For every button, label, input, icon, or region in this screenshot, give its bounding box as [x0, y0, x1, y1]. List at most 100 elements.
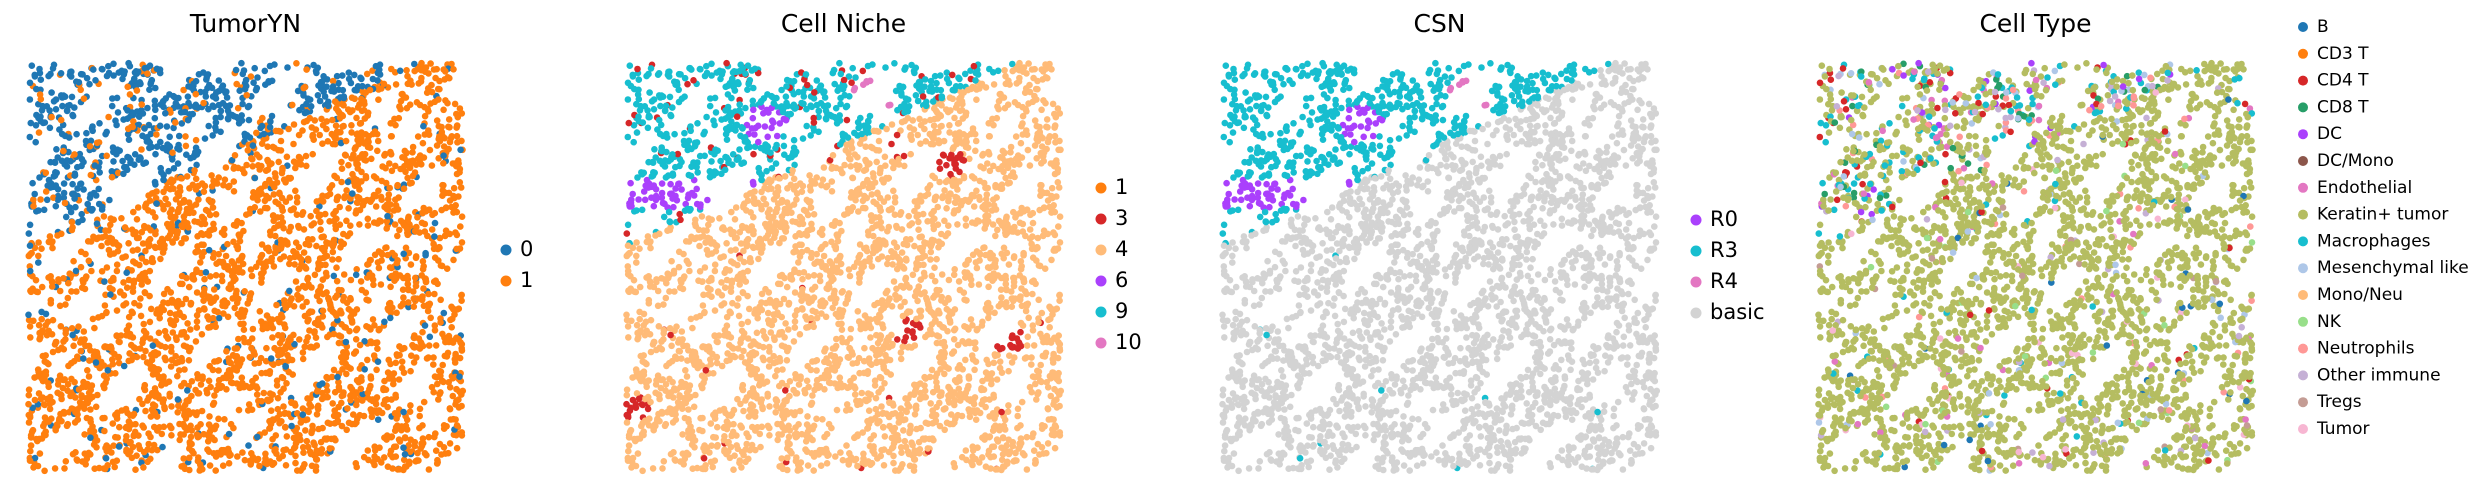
cell-dot — [232, 66, 240, 74]
cell-dot — [322, 393, 329, 401]
cell-dot — [170, 215, 178, 222]
cell-dot — [319, 324, 326, 331]
cell-dot — [257, 208, 264, 215]
cell-dot — [345, 205, 352, 212]
cell-dot — [86, 194, 94, 202]
cell-dot — [418, 219, 426, 227]
cell-dot — [354, 199, 361, 206]
cell-dot — [212, 294, 220, 301]
cell-dot — [40, 422, 47, 430]
cell-dot — [92, 77, 99, 84]
cell-dot — [68, 93, 76, 101]
cell-dot — [98, 268, 106, 275]
cell-dot — [371, 447, 379, 454]
cell-dot — [62, 326, 70, 334]
cell-dot — [174, 208, 182, 216]
cell-dot — [364, 356, 371, 364]
cell-dot — [35, 239, 42, 246]
cell-dot — [49, 316, 57, 324]
cell-dot — [295, 243, 303, 251]
cell-dot — [71, 172, 78, 179]
cell-dot — [189, 273, 197, 280]
cell-dot — [428, 162, 436, 169]
cell-dot — [200, 241, 207, 249]
cell-dot — [744, 318, 752, 326]
cell-dot — [142, 247, 149, 255]
cell-dot — [372, 203, 380, 210]
cell-dot — [156, 122, 164, 130]
cell-dot — [32, 276, 40, 284]
cell-dot — [201, 135, 209, 142]
cell-dot — [450, 184, 458, 192]
cell-dot — [682, 367, 689, 374]
cell-dot — [333, 264, 340, 272]
cell-dot — [244, 300, 251, 307]
cell-dot — [425, 290, 432, 298]
cell-dot — [33, 85, 40, 93]
cell-dot — [174, 396, 182, 403]
cell-dot — [445, 116, 453, 123]
cell-dot — [120, 170, 127, 178]
cell-dot — [184, 387, 191, 394]
cell-dot — [133, 452, 140, 460]
cell-dot — [317, 226, 324, 233]
cell-dot — [174, 145, 181, 152]
cell-dot — [861, 344, 868, 352]
cell-dot — [318, 233, 326, 241]
cell-dot — [660, 213, 668, 221]
cell-dot — [418, 66, 425, 74]
cell-dot — [26, 323, 34, 330]
cell-dot — [177, 174, 185, 182]
cell-dot — [168, 348, 175, 355]
cell-dot — [289, 371, 297, 378]
cell-dot — [411, 332, 418, 339]
cell-dot — [325, 240, 333, 247]
cell-dot — [954, 221, 961, 228]
cell-dot — [359, 397, 366, 404]
cell-dot — [453, 231, 461, 239]
cell-dot — [286, 260, 293, 268]
cell-dot — [431, 209, 439, 217]
cell-dot — [35, 259, 42, 266]
cell-dot — [49, 65, 57, 72]
cell-dot — [166, 422, 174, 430]
cell-dot — [69, 450, 77, 458]
cell-dot — [264, 143, 272, 150]
cell-dot — [61, 465, 68, 472]
cell-dot — [26, 221, 34, 229]
cell-dot — [206, 362, 213, 370]
cell-dot — [289, 101, 296, 109]
cell-dot — [233, 80, 240, 88]
cell-dot — [226, 182, 233, 190]
cell-dot — [241, 456, 249, 464]
cell-dot — [129, 284, 137, 291]
cell-dot — [402, 244, 410, 252]
cell-dot — [411, 169, 419, 176]
cell-dot — [270, 191, 278, 198]
cell-dot — [123, 423, 130, 431]
cell-dot — [31, 396, 39, 404]
cell-dot — [123, 269, 130, 277]
cell-dot — [70, 342, 77, 350]
cell-dot — [241, 85, 249, 93]
cell-dot — [886, 422, 893, 430]
cell-dot — [160, 373, 167, 380]
cell-dot — [279, 374, 287, 382]
cell-dot — [164, 335, 172, 342]
cell-dot — [363, 323, 370, 330]
cell-dot — [899, 343, 906, 351]
cell-dot — [807, 204, 815, 211]
cell-dot — [381, 396, 389, 404]
cell-dot — [163, 123, 171, 130]
cell-dot — [201, 275, 208, 283]
cell-dot — [1029, 209, 1037, 217]
cell-dot — [164, 285, 171, 293]
cell-dot — [353, 306, 361, 313]
cell-dot — [162, 110, 169, 117]
cell-dot — [331, 388, 339, 396]
cell-dot — [47, 296, 55, 304]
cell-dot — [107, 277, 115, 285]
cell-dot — [287, 223, 295, 231]
cell-dot — [82, 342, 89, 350]
